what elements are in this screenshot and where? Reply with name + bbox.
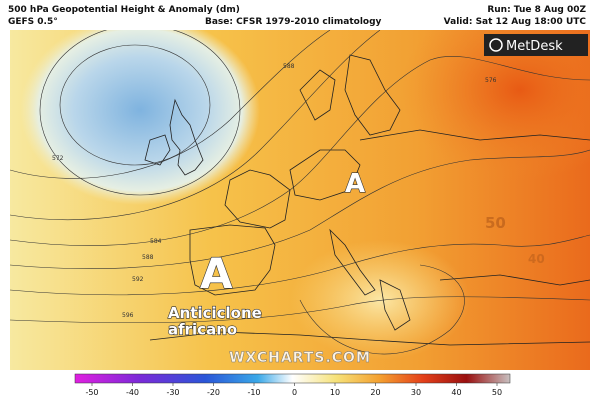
colorbar-ticks: -50 -40 -30 -20 -10 0 10 20 30 40 50 (85, 383, 502, 397)
contour-label: 588 (142, 254, 154, 261)
colorbar-tick-label: -10 (247, 388, 260, 397)
contour-lines (10, 30, 590, 355)
colorbar (74, 373, 511, 384)
logo-text: MetDesk (506, 39, 563, 54)
colorbar-tick-label: 20 (370, 388, 380, 397)
contour-label: 592 (132, 276, 144, 283)
colorbar-tick-label: 40 (451, 388, 461, 397)
logo-icon (489, 38, 503, 52)
valid-label: Valid: Sat 12 Aug 18:00 UTC (444, 17, 587, 27)
colorbar-tick-label: -50 (85, 388, 98, 397)
colorbar-tick-label: -40 (126, 388, 139, 397)
contour-label: 588 (283, 63, 295, 70)
coastlines (144, 54, 590, 346)
overlay-label: 50 (485, 214, 506, 232)
colorbar-tick-label: 10 (330, 388, 340, 397)
colorbar-tick-label: 50 (492, 388, 502, 397)
logo-box (484, 34, 588, 56)
colorbar-tick-label: 30 (411, 388, 421, 397)
map-title: 500 hPa Geopotential Height & Anomaly (d… (8, 5, 240, 15)
map-area: 572 576 588 584 588 592 596 50 40 A A An… (10, 30, 590, 370)
high-pressure-label: A (345, 169, 365, 199)
contour-label: 576 (485, 77, 497, 84)
colorbar-tick-label: -30 (166, 388, 179, 397)
overlay-label: 40 (528, 252, 545, 266)
base-label: Base: CFSR 1979-2010 climatology (205, 17, 382, 27)
run-label: Run: Tue 8 Aug 00Z (487, 5, 586, 15)
anticyclone-label: Anticiclone africano (168, 304, 262, 339)
contour-label: 584 (150, 238, 162, 245)
watermark: WXCHARTS.COM (229, 350, 371, 366)
contour-label: 596 (122, 312, 134, 319)
contour-label: 572 (52, 155, 64, 162)
cold-anomaly (20, 30, 260, 205)
pale-area (290, 240, 470, 360)
colorbar-tick-label: -20 (207, 388, 220, 397)
colorbar-tick-label: 0 (292, 388, 297, 397)
warm-anomaly (400, 30, 590, 180)
high-pressure-label: A (200, 249, 233, 298)
model-label: GEFS 0.5° (8, 17, 58, 27)
